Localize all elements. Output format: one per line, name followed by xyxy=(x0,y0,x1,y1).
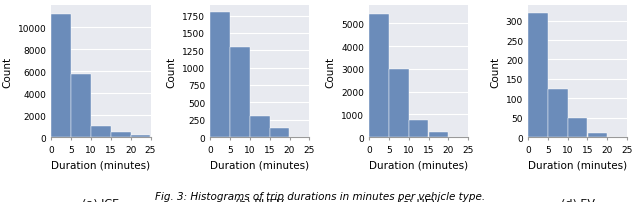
Bar xyxy=(210,13,230,137)
Bar xyxy=(389,69,408,137)
Bar xyxy=(111,133,131,137)
Bar xyxy=(230,47,250,137)
Y-axis label: Count: Count xyxy=(490,56,500,87)
X-axis label: Duration (minutes): Duration (minutes) xyxy=(51,159,150,169)
Text: Fig. 3: Histograms of trip durations in minutes per vehicle type.: Fig. 3: Histograms of trip durations in … xyxy=(155,191,485,201)
Bar xyxy=(270,129,289,137)
Title: (b) PHEV: (b) PHEV xyxy=(236,198,284,202)
Bar xyxy=(369,15,388,137)
Bar xyxy=(51,15,71,137)
Title: (d) EV: (d) EV xyxy=(561,198,595,202)
Bar xyxy=(548,89,568,137)
Bar xyxy=(91,126,111,137)
Y-axis label: Count: Count xyxy=(326,56,335,87)
Bar xyxy=(250,117,269,137)
Bar xyxy=(409,120,429,137)
Bar xyxy=(71,75,91,137)
Bar xyxy=(588,134,607,137)
Bar xyxy=(429,133,449,137)
X-axis label: Duration (minutes): Duration (minutes) xyxy=(369,159,468,169)
Bar xyxy=(131,136,150,137)
Title: (c) HEV: (c) HEV xyxy=(398,198,439,202)
X-axis label: Duration (minutes): Duration (minutes) xyxy=(210,159,309,169)
Bar xyxy=(568,118,588,137)
Title: (a) ICE: (a) ICE xyxy=(83,198,120,202)
X-axis label: Duration (minutes): Duration (minutes) xyxy=(528,159,627,169)
Y-axis label: Count: Count xyxy=(166,56,177,87)
Bar xyxy=(528,14,548,137)
Y-axis label: Count: Count xyxy=(2,56,12,87)
